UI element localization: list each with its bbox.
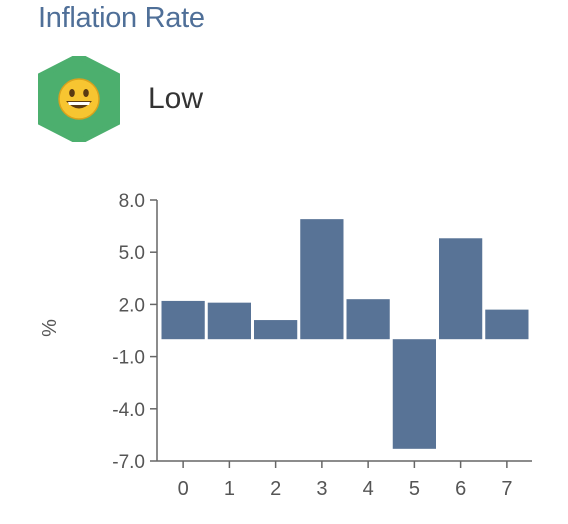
y-tick-label: -1.0 [112, 348, 145, 369]
bars [161, 219, 529, 449]
x-tick-label: 0 [178, 478, 189, 500]
x-tick-label: 6 [455, 478, 466, 500]
bar-5 [392, 339, 436, 449]
bar-2 [254, 320, 298, 340]
x-tick-label: 4 [363, 478, 374, 500]
x-tick-label: 3 [316, 478, 327, 500]
x-tick-label: 2 [270, 478, 281, 500]
bar-1 [207, 302, 251, 340]
inflation-bar-chart: % 8.0 5.0 2.0 -1.0 -4.0 -7.0 0 1 2 3 4 5 6 7 [39, 191, 532, 500]
bar-4 [346, 299, 390, 340]
y-tick-label: 5.0 [119, 243, 145, 264]
y-axis: 8.0 5.0 2.0 -1.0 -4.0 -7.0 [112, 191, 158, 473]
y-axis-label: % [39, 319, 61, 337]
page-title: Inflation Rate [38, 2, 205, 34]
bar-0 [161, 300, 205, 340]
y-tick-label: 2.0 [119, 295, 145, 316]
x-axis: 0 1 2 3 4 5 6 7 [157, 460, 532, 500]
status-label: Low [148, 82, 204, 115]
y-tick-label: -7.0 [112, 452, 145, 473]
y-tick-label: -4.0 [112, 400, 145, 421]
x-tick-label: 7 [501, 478, 512, 500]
bar-3 [300, 219, 344, 340]
x-tick-label: 1 [224, 478, 235, 500]
x-tick-label: 5 [409, 478, 420, 500]
bar-7 [485, 309, 529, 340]
status-row: Low [38, 56, 203, 142]
smiley-face-icon [38, 56, 120, 142]
y-tick-label: 8.0 [119, 191, 145, 212]
bar-6 [439, 238, 483, 340]
